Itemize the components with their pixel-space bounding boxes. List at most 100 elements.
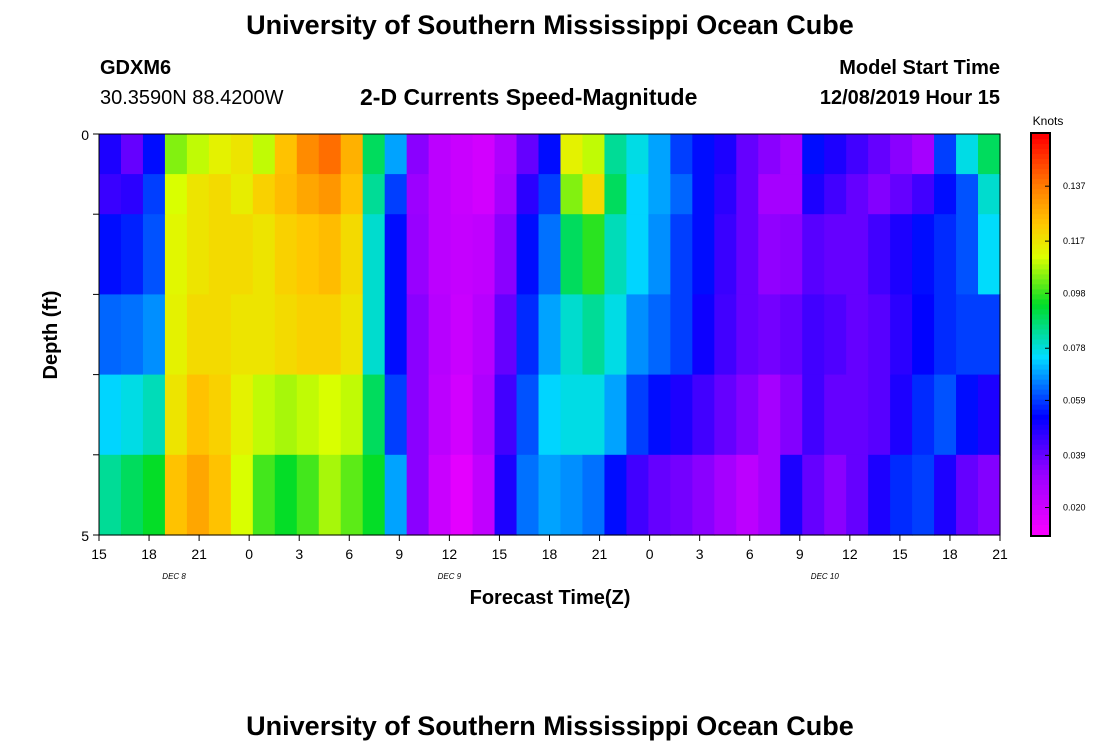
- colorbar-segment: [1032, 504, 1049, 511]
- heatmap-cell: [406, 214, 430, 295]
- colorbar-segment: [1032, 279, 1049, 285]
- heatmap-cell: [99, 174, 122, 215]
- heatmap-cell: [428, 374, 452, 456]
- colorbar-segment: [1032, 409, 1049, 416]
- heatmap-cell: [604, 454, 628, 536]
- heatmap-cell: [318, 134, 342, 175]
- heatmap-cell: [99, 134, 122, 175]
- heatmap-cell: [252, 214, 276, 295]
- heatmap-cell: [516, 134, 540, 175]
- heatmap-cell: [736, 454, 759, 536]
- heatmap-cell: [340, 454, 364, 536]
- heatmap-cell: [824, 374, 847, 456]
- colorbar-segment: [1032, 309, 1049, 316]
- heatmap-cell: [538, 174, 562, 215]
- x-tick-label: 18: [542, 546, 558, 562]
- heatmap-cell: [120, 134, 144, 175]
- heatmap-cell: [384, 214, 408, 295]
- heatmap-cell: [384, 174, 408, 215]
- heatmap-cell: [780, 214, 803, 295]
- colorbar-segment: [1032, 354, 1049, 361]
- colorbar-segment: [1032, 204, 1049, 210]
- heatmap-cell: [648, 134, 671, 175]
- heatmap-cell: [978, 134, 1001, 175]
- heatmap-cell: [670, 294, 693, 376]
- heatmap-cell: [142, 174, 166, 215]
- heatmap-cell: [846, 134, 869, 175]
- heatmap-cell: [736, 134, 759, 175]
- x-tick-label: 21: [592, 546, 608, 562]
- heatmap-cell: [912, 134, 935, 175]
- heatmap-cell: [560, 174, 584, 215]
- heatmap-cell: [582, 374, 606, 456]
- heatmap-cell: [538, 134, 562, 175]
- heatmap-cell: [494, 294, 518, 376]
- colorbar-segment: [1032, 459, 1049, 466]
- heatmap-cell: [824, 134, 847, 175]
- heatmap-cell: [384, 374, 408, 456]
- heatmap-cell: [582, 134, 606, 175]
- colorbar-segment: [1032, 494, 1049, 501]
- heatmap-cell: [560, 134, 584, 175]
- heatmap-cell: [186, 294, 210, 376]
- page-title-bottom: University of Southern Mississippi Ocean…: [246, 711, 854, 741]
- colorbar-segment: [1032, 414, 1049, 421]
- heatmap-cell: [142, 454, 166, 536]
- station-coords: 30.3590N 88.4200W: [100, 87, 284, 109]
- heatmap-cell: [362, 294, 386, 376]
- heatmap-cell: [692, 374, 715, 456]
- heatmap-cell: [208, 294, 232, 376]
- heatmap-cell: [956, 294, 979, 376]
- heatmap-cell: [164, 454, 188, 536]
- heatmap-cell: [846, 214, 869, 295]
- heatmap-cell: [274, 374, 298, 456]
- heatmap-cell: [802, 374, 825, 456]
- colorbar-segment: [1032, 194, 1049, 200]
- heatmap-cell: [296, 374, 320, 456]
- heatmap-cell: [186, 134, 210, 175]
- date-label: DEC 8: [162, 572, 186, 581]
- colorbar-segment: [1032, 284, 1049, 290]
- heatmap-cell: [252, 294, 276, 376]
- heatmap-cell: [318, 174, 342, 215]
- heatmap-cell: [252, 454, 276, 536]
- heatmap-cell: [472, 294, 496, 376]
- heatmap-cell: [802, 294, 825, 376]
- x-tick-label: 21: [191, 546, 207, 562]
- x-tick-label: 18: [942, 546, 958, 562]
- heatmap-cell: [494, 374, 518, 456]
- colorbar-tick-label: 0.137: [1063, 181, 1086, 191]
- heatmap-cell: [978, 374, 1001, 456]
- page-title: University of Southern Mississippi Ocean…: [246, 10, 854, 40]
- heatmap-cell: [472, 134, 496, 175]
- x-axis-label: Forecast Time(Z): [470, 587, 631, 609]
- colorbar-segment: [1032, 399, 1049, 406]
- heatmap-cell: [538, 214, 562, 295]
- colorbar-segment: [1032, 294, 1049, 301]
- colorbar-segment: [1032, 324, 1049, 331]
- heatmap-cell: [758, 294, 781, 376]
- colorbar-segment: [1032, 139, 1049, 145]
- heatmap-cell: [318, 214, 342, 295]
- colorbar-segment: [1032, 269, 1049, 275]
- colorbar-tick-label: 0.078: [1063, 343, 1086, 353]
- heatmap-cell: [99, 374, 122, 456]
- colorbar-segment: [1032, 404, 1049, 411]
- heatmap-cell: [362, 134, 386, 175]
- heatmap-cell: [164, 174, 188, 215]
- heatmap-cells: [99, 134, 1001, 536]
- colorbar-segment: [1032, 389, 1049, 396]
- heatmap-cell: [450, 454, 474, 536]
- heatmap-cell: [516, 174, 540, 215]
- model-start-label: Model Start Time: [839, 57, 1000, 79]
- date-labels: DEC 8 DEC 9 DEC 10: [162, 572, 839, 581]
- heatmap-cell: [648, 214, 671, 295]
- heatmap-cell: [516, 294, 540, 376]
- heatmap-cell: [824, 214, 847, 295]
- date-label: DEC 9: [438, 572, 462, 581]
- colorbar-segment: [1032, 164, 1049, 170]
- colorbar-segment: [1032, 149, 1049, 155]
- heatmap-cell: [164, 214, 188, 295]
- heatmap-cell: [406, 374, 430, 456]
- heatmap-cell: [670, 174, 693, 215]
